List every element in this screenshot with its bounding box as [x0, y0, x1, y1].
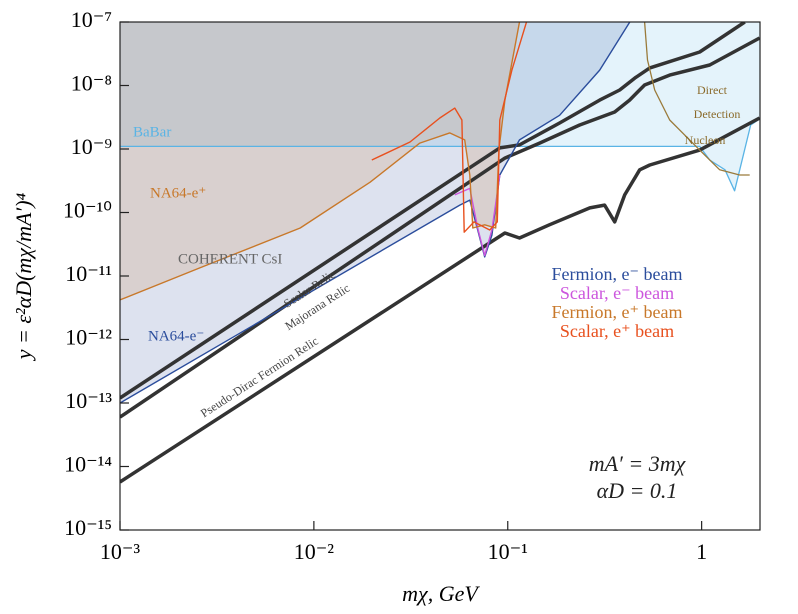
y-tick-label: 10⁻⁷ — [71, 7, 112, 32]
curve-label: BaBar — [133, 124, 171, 140]
plot-area — [120, 22, 760, 484]
curve — [371, 22, 528, 233]
legend-entry: Fermion, e⁺ beam — [552, 302, 683, 322]
y-tick-label: 10⁻⁸ — [71, 71, 112, 96]
annotation: NA64-e⁻ — [148, 328, 204, 344]
x-axis-label: mχ, GeV — [402, 581, 480, 606]
annotation: Detection — [694, 107, 741, 121]
curve — [454, 174, 501, 257]
x-tick-label: 10⁻² — [294, 539, 335, 564]
curve — [120, 22, 746, 400]
annotation: Nucleon — [685, 133, 726, 147]
y-tick-label: 10⁻¹⁵ — [64, 515, 112, 540]
curve — [120, 36, 760, 419]
region-fill — [120, 22, 520, 300]
region-fill — [120, 22, 760, 191]
y-tick-label: 10⁻¹² — [65, 325, 112, 350]
curve — [643, 22, 750, 176]
curve — [120, 116, 760, 484]
y-tick-label: 10⁻⁹ — [71, 134, 113, 159]
annotation: mA′ = 3mχ — [589, 451, 687, 476]
y-tick-label: 10⁻¹³ — [65, 388, 112, 413]
y-tick-label: 10⁻¹⁴ — [64, 452, 112, 477]
annotation: COHERENT CsI — [178, 251, 282, 267]
annotation: NA64-e⁺ — [150, 185, 206, 201]
curve — [120, 118, 760, 192]
y-tick-label: 10⁻¹⁰ — [63, 198, 112, 223]
x-tick-label: 10⁻³ — [100, 539, 141, 564]
legend-entry: Fermion, e⁻ beam — [552, 264, 683, 284]
y-tick-label: 10⁻¹¹ — [65, 261, 112, 286]
annotation: αD = 0.1 — [597, 478, 678, 503]
legend-entry: Scalar, e⁺ beam — [560, 321, 674, 341]
annotation: Direct — [697, 83, 728, 97]
x-tick-label: 10⁻¹ — [488, 539, 528, 564]
legend-entry: Scalar, e⁻ beam — [560, 283, 674, 303]
curve — [120, 22, 631, 404]
x-tick-label: 1 — [696, 539, 707, 564]
y-axis-label: y = ε²αD(mχ/mA′)⁴ — [11, 192, 36, 361]
